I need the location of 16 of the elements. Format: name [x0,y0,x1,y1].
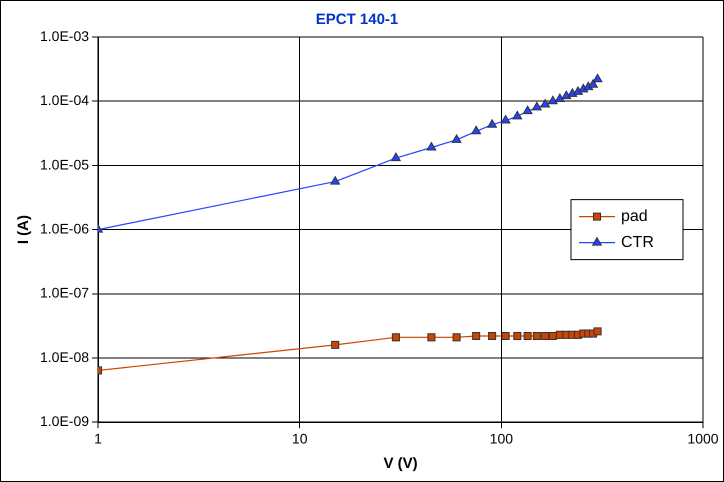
x-tick-label: 100 [490,430,514,446]
y-tick-label: 1.0E-05 [40,156,90,172]
legend-label: pad [621,208,648,226]
y-tick-label: 1.0E-04 [40,92,90,108]
chart-title: EPCT 140-1 [316,11,398,28]
x-tick-label: 10 [292,430,308,446]
y-axis-title: I (A) [15,215,32,244]
x-axis-title: V (V) [383,455,418,472]
legend-label: CTR [621,234,654,252]
y-tick-label: 1.0E-08 [40,348,90,365]
y-tick-label: 1.0E-06 [40,220,90,236]
y-tick-label: 1.0E-03 [40,28,90,44]
x-tick-label: 1 [94,430,102,446]
y-tick-label: 1.0E-09 [40,413,90,430]
y-tick-label: 1.0E-07 [40,284,90,301]
x-tick-label: 1000 [687,430,719,446]
